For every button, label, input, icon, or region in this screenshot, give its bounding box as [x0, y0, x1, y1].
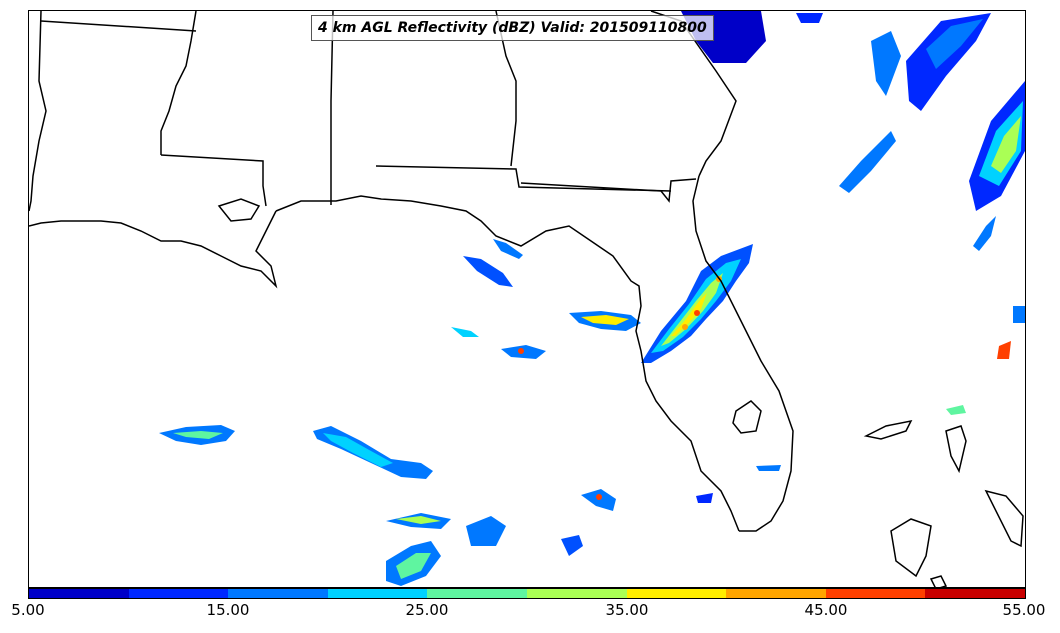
state-line-ga-fl — [520, 178, 697, 203]
colorbar-segment-9 — [925, 589, 1025, 598]
state-line-al-ga — [495, 11, 517, 167]
echo-east-small — [973, 216, 996, 251]
colorbar-segment-4 — [427, 589, 527, 598]
echo-cell-orange — [682, 324, 688, 330]
echo-gulf-west-core — [173, 431, 223, 439]
bahamas-east — [984, 489, 1024, 548]
island-se — [929, 575, 948, 587]
state-line-ar-la — [29, 11, 47, 212]
map-frame: 4 km AGL Reflectivity (dBZ) Valid: 20150… — [28, 10, 1026, 588]
state-line-la-ms-south — [160, 154, 267, 207]
map-title: 4 km AGL Reflectivity (dBZ) Valid: 20150… — [311, 15, 714, 41]
echo-gulf-tampa-core — [581, 315, 629, 325]
echo-gulf-bottom-3 — [561, 535, 583, 556]
lake-okeechobee — [732, 400, 762, 434]
echo-east-band-high — [991, 116, 1021, 173]
echo-east-small-3 — [1013, 306, 1025, 323]
state-line-al-fl — [375, 165, 672, 192]
echo-gulf-diag — [463, 256, 513, 287]
colorbar-segment-3 — [327, 589, 428, 598]
echo-northeast-core — [926, 19, 983, 69]
echo-gulf-se-core — [596, 494, 602, 500]
echo-mid-right — [839, 131, 896, 193]
echo-gulf-bottom-2 — [466, 516, 506, 546]
echo-gulf-small-1 — [451, 327, 479, 337]
echo-bahamas — [946, 405, 966, 415]
colorbar-tick-label: 55.00 — [1002, 601, 1046, 619]
state-line-ms-al — [330, 11, 334, 205]
echo-gulf-center-core — [323, 433, 393, 467]
lake-pontchartrain — [217, 198, 261, 222]
colorbar-segment-6 — [626, 589, 727, 598]
colorbar-segment-7 — [726, 589, 826, 598]
coast-gulf-la — [29, 210, 278, 289]
coast-florida-east — [692, 175, 794, 532]
colorbar-tick-label: 45.00 — [804, 601, 848, 619]
echo-gulf-south-core — [396, 516, 441, 524]
cuba-east — [890, 518, 932, 578]
echo-top-right-cell — [871, 31, 901, 96]
echo-sw-coast — [696, 493, 713, 503]
colorbar-tick-label: 25.00 — [405, 601, 449, 619]
colorbar-segment-2 — [228, 589, 328, 598]
map-canvas — [29, 11, 1025, 587]
echo-cell-red — [694, 310, 700, 316]
echo-gulf-bottom-core — [396, 553, 431, 579]
cuba-coast — [863, 419, 913, 440]
echo-florida-band-peak — [671, 293, 707, 336]
colorbar-tick-label: 35.00 — [605, 601, 649, 619]
echo-north-top-2 — [796, 13, 823, 23]
colorbar-segment-8 — [825, 589, 926, 598]
bahamas-andros — [945, 425, 967, 474]
radar-echoes — [159, 11, 1025, 586]
colorbar-segment-1 — [128, 589, 229, 598]
echo-keys — [756, 465, 781, 471]
colorbar-segment-5 — [526, 589, 627, 598]
echo-northeast — [906, 13, 991, 111]
map-boundaries — [29, 11, 1024, 587]
colorbar-tick-label: 5.00 — [11, 601, 45, 619]
state-line-la-ms-north — [40, 20, 197, 32]
echo-gulf-se — [581, 489, 616, 511]
echo-gulf-nw-coast — [493, 239, 523, 259]
colorbar — [28, 588, 1026, 599]
coast-florida-west — [275, 195, 740, 532]
state-line-ms-river — [160, 11, 197, 155]
colorbar-segment-0 — [29, 589, 129, 598]
echo-east-small-2 — [997, 341, 1011, 359]
colorbar-tick-label: 15.00 — [206, 601, 250, 619]
echo-florida-band-high — [661, 273, 723, 346]
echo-gulf-red-core — [518, 348, 524, 354]
